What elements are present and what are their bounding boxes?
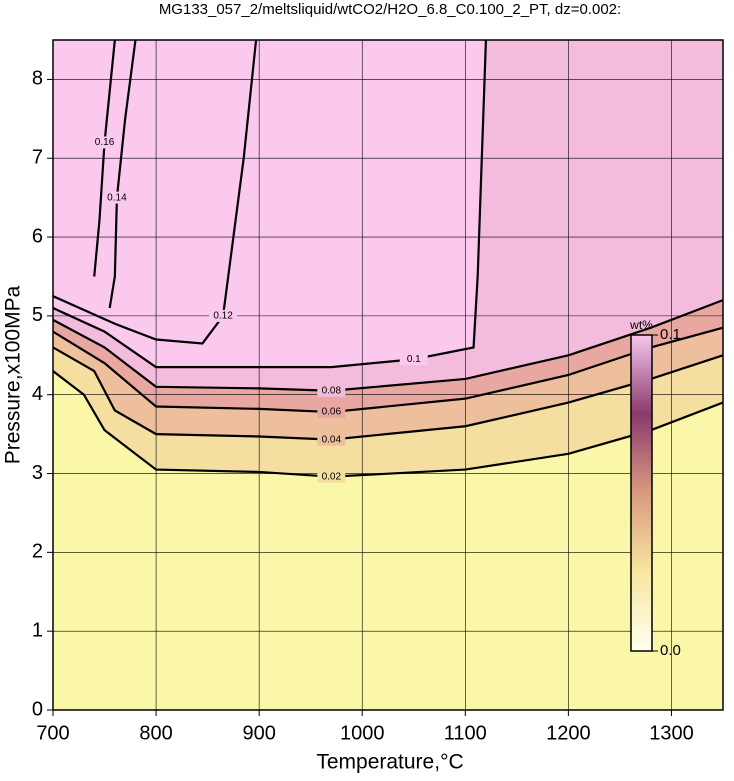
- y-tick-label: 5: [32, 304, 43, 326]
- contour-label-bg: [102, 191, 131, 204]
- chart-title: MG133_057_2/meltsliquid/wtCO2/H2O_6.8_C0…: [159, 1, 621, 18]
- y-axis-label: Pressure,x100MPa: [2, 285, 25, 464]
- contour-label-bg: [317, 384, 346, 397]
- y-tick-label: 1: [32, 619, 43, 641]
- x-tick-label: 1100: [444, 722, 487, 744]
- contour-label: 0.04: [322, 434, 342, 445]
- colorbar: [630, 334, 653, 652]
- colorbar-tick-label: 0.1: [660, 326, 681, 343]
- contour-label-bg: [90, 136, 119, 149]
- x-tick-label: 1000: [340, 722, 385, 744]
- contour-label: 0.12: [213, 311, 233, 322]
- contour-label-bg: [317, 406, 346, 419]
- y-tick-label: 4: [32, 383, 43, 405]
- contour-line: [53, 346, 723, 441]
- contour-line: [53, 370, 723, 478]
- contour-label: 0.02: [322, 471, 342, 482]
- y-tick-label: 3: [32, 462, 43, 484]
- x-axis-label: Temperature,°C: [316, 751, 463, 774]
- y-tick-label: 2: [32, 541, 43, 563]
- contour-band: [53, 40, 486, 368]
- x-tick-label: 1300: [649, 722, 694, 744]
- contour-label-bg: [317, 433, 346, 446]
- contour-label: 0.06: [322, 407, 342, 418]
- colorbar-tick-label: 0.0: [660, 642, 681, 659]
- x-tick-label: 1200: [546, 722, 591, 744]
- y-tick-label: 8: [32, 68, 43, 90]
- contour-label: 0.08: [322, 385, 342, 396]
- y-tick-label: 0: [32, 698, 43, 720]
- plot-frame: [52, 39, 724, 711]
- contour-line: [53, 40, 258, 345]
- y-tick-label: 7: [32, 147, 43, 169]
- contour-label: 0.14: [107, 192, 127, 203]
- contour-line: [53, 40, 488, 369]
- contour-label-bg: [317, 470, 346, 483]
- x-tick-label: 800: [139, 722, 172, 744]
- y-tick-label: 6: [32, 225, 43, 247]
- colorbar-title: wt%: [629, 318, 653, 332]
- plot-area: 0.02 0.04 0.06 0.08 0.1 0.12 0.14 0.16: [53, 40, 723, 710]
- x-tick-label: 700: [36, 722, 69, 744]
- contour-line: [93, 40, 116, 277]
- contour-label-bg: [399, 353, 428, 366]
- contour-label: 0.1: [407, 354, 421, 365]
- contour-label-bg: [209, 309, 238, 322]
- contour-label: 0.16: [95, 137, 115, 148]
- x-tick-label: 900: [242, 722, 275, 744]
